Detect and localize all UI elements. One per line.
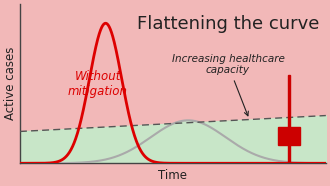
Polygon shape [279,127,300,145]
Y-axis label: Active cases: Active cases [4,47,17,120]
Polygon shape [288,75,290,186]
X-axis label: Time: Time [158,169,187,182]
Text: Increasing healthcare
capacity: Increasing healthcare capacity [172,54,284,116]
Text: Without
mitigation: Without mitigation [68,70,128,98]
Text: Flattening the curve: Flattening the curve [137,15,320,33]
